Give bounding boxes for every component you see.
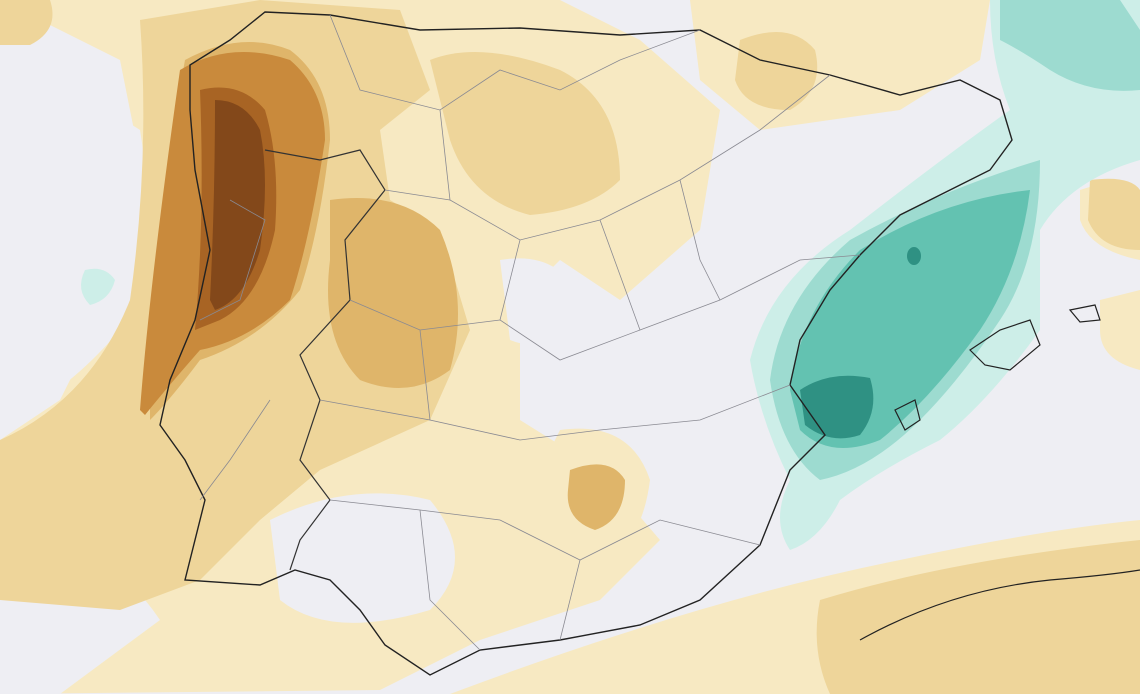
dark-teal-areas <box>800 247 921 439</box>
africa-coast <box>859 569 1140 641</box>
portugal-border <box>264 149 386 571</box>
darkest-brown-areas <box>210 100 265 310</box>
province-borders <box>199 14 861 651</box>
islands <box>894 304 1101 431</box>
coastline <box>159 11 1013 676</box>
